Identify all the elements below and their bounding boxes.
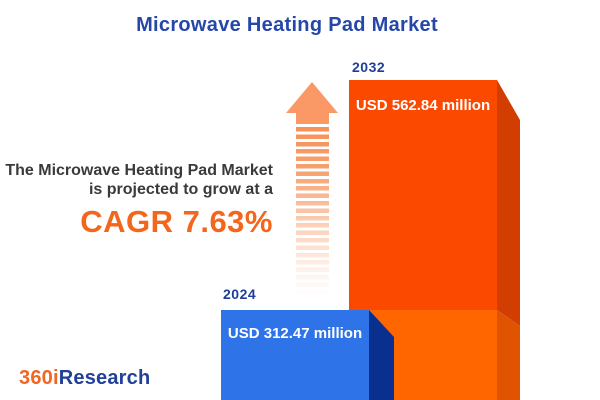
cagr-value: CAGR 7.63% <box>80 204 273 239</box>
bar-2024-value-label: USD 312.47 million <box>227 325 363 342</box>
bar-2024-side <box>369 310 394 400</box>
bar-2032-side-lower <box>497 310 520 400</box>
bar-2032-value-label: USD 562.84 million <box>355 97 491 114</box>
brand-logo-research: Research <box>58 367 151 389</box>
growth-arrow-neck <box>296 112 329 124</box>
growth-arrow-head-icon <box>286 82 338 113</box>
projection-text-line1: The Microwave Heating Pad Market <box>5 162 273 179</box>
bar-2032-side-upper <box>497 80 520 326</box>
brand-logo-360i: 360i <box>19 367 59 389</box>
projection-text-line2: is projected to grow at a <box>88 181 273 198</box>
page-title: Microwave Heating Pad Market <box>136 14 438 36</box>
growth-arrow-striped-tail <box>296 127 329 299</box>
bar-2032-year-label: 2032 <box>352 59 386 75</box>
bar-2024-year-label: 2024 <box>223 286 257 302</box>
brand-logo: 360iResearch <box>19 367 150 390</box>
bar-2032-front-upper <box>349 80 497 310</box>
bar-2024-front <box>221 310 369 400</box>
projection-text-block: The Microwave Heating Pad Market is proj… <box>0 161 273 240</box>
